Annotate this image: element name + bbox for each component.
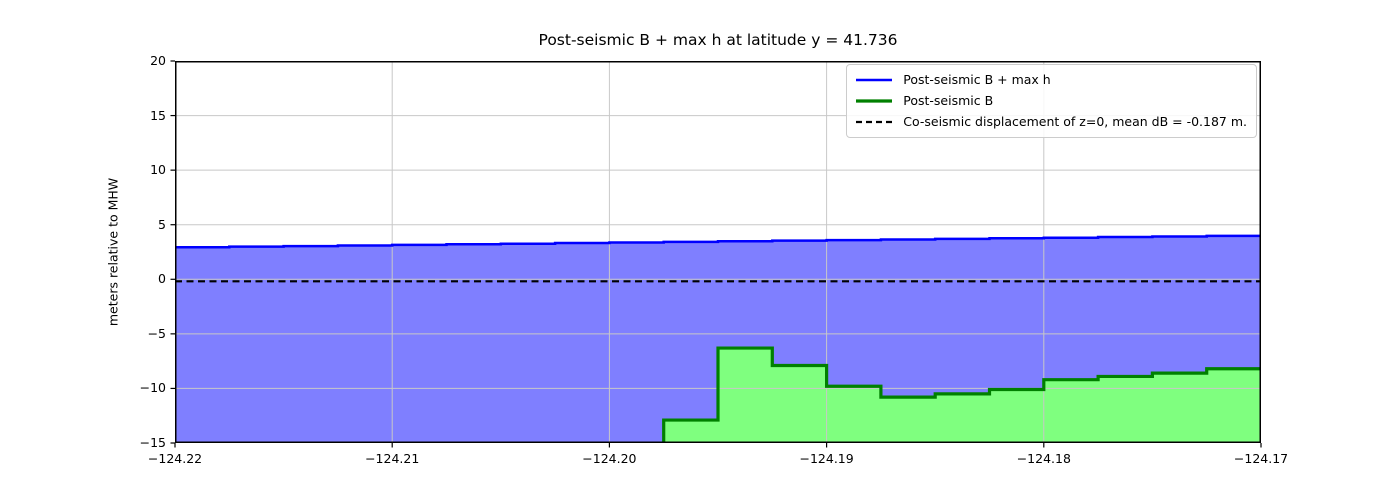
legend-label: Post-seismic B [903,93,994,108]
y-tick-label: 0 [158,271,166,287]
chart-title: Post-seismic B + max h at latitude y = 4… [538,31,898,49]
x-tick-label: −124.22 [147,451,203,466]
y-tick-label: −15 [139,435,166,450]
legend-entry: Post-seismic B + max h [856,72,1247,88]
legend-entry: Post-seismic B [856,93,1247,109]
y-tick-label: 5 [158,216,166,232]
x-tick-label: −124.17 [1233,451,1289,466]
legend: Post-seismic B + max h Post-seismic B Co-s… [846,64,1257,138]
tick-marks [170,60,1262,448]
legend-entry: Co-seismic displacement of z=0, mean dB … [856,114,1247,130]
legend-line-sample [856,120,893,124]
green-fill-area [663,348,1261,443]
y-tick-label: −5 [147,325,166,341]
blue-step-line [175,234,1261,249]
green-step-line [662,346,1261,443]
x-tick-label: −124.21 [365,451,420,466]
legend-label: Co-seismic displacement of z=0, mean dB … [903,114,1247,129]
y-tick-label: 20 [150,53,166,68]
y-tick-label: 10 [150,162,166,178]
y-tick-label: 15 [150,107,166,123]
axes-spines [175,61,1261,443]
legend-line-sample [856,78,893,82]
x-tick-label: −124.20 [582,451,637,466]
y-axis-label: meters relative to MHW [105,177,121,327]
x-tick-label: −124.19 [799,451,854,466]
legend-label: Post-seismic B + max h [903,72,1051,87]
plot-data-layer [175,61,1261,443]
y-tick-label: −10 [139,380,166,396]
plot-area [170,60,1262,448]
x-tick-label: −124.18 [1016,451,1071,466]
legend-line-sample [856,99,893,103]
